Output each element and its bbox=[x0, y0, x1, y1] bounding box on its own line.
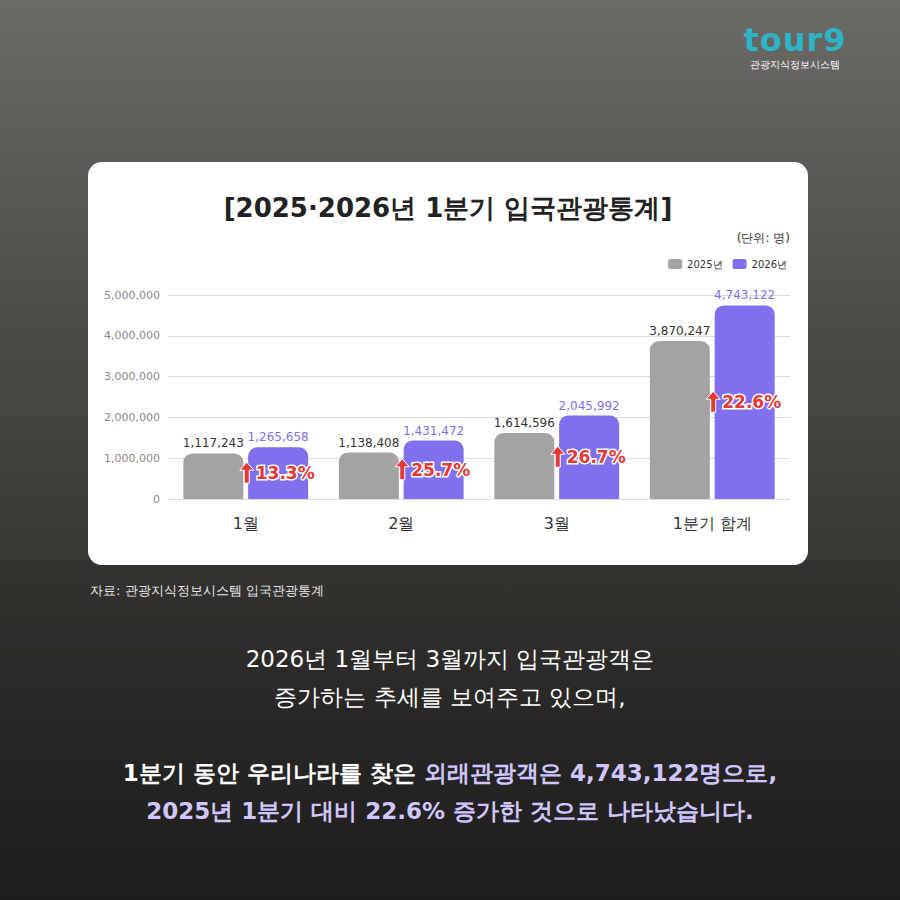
svg-text:2,000,000: 2,000,000 bbox=[104, 411, 160, 424]
svg-text:25.7%: 25.7% bbox=[411, 460, 470, 480]
html-text:자료: 관광지식정보시스템 입국관광통계: 자료: 관광지식정보시스템 입국관광통계 bbox=[90, 583, 324, 598]
svg-text:2,045,992: 2,045,992 bbox=[559, 399, 620, 413]
svg-text:1,265,658: 1,265,658 bbox=[248, 430, 309, 444]
svg-text:3,870,247: 3,870,247 bbox=[649, 324, 710, 338]
html-text:1분기 동안 우리나라를 찾은외래관광객은 4,743,12: 1분기 동안 우리나라를 찾은외래관광객은 4,743,122명으로, bbox=[122, 760, 778, 786]
svg-text:1월: 1월 bbox=[233, 514, 259, 533]
svg-text:26.7%: 26.7% bbox=[567, 447, 626, 467]
svg-text:(단위: 명): (단위: 명) bbox=[737, 231, 790, 245]
svg-text:4,743,122: 4,743,122 bbox=[714, 288, 775, 302]
svg-text:2026년: 2026년 bbox=[752, 259, 787, 270]
svg-text:13.3%: 13.3% bbox=[256, 463, 315, 483]
svg-text:3,000,000: 3,000,000 bbox=[104, 370, 160, 383]
svg-text:1,138,408: 1,138,408 bbox=[338, 436, 399, 450]
svg-text:22.6%: 22.6% bbox=[722, 392, 781, 412]
html-text:관광지식정보시스템: 관광지식정보시스템 bbox=[750, 59, 840, 70]
svg-text:5,000,000: 5,000,000 bbox=[104, 289, 160, 302]
svg-text:1,431,472: 1,431,472 bbox=[403, 424, 464, 438]
html-text:2025년 1분기 대비 22.6% 증가한 것으로 나타났: 2025년 1분기 대비 22.6% 증가한 것으로 나타났습니다. bbox=[146, 798, 754, 824]
svg-text:1분기 합계: 1분기 합계 bbox=[673, 514, 752, 533]
svg-text:3월: 3월 bbox=[544, 514, 570, 533]
html-text:2026년 1월부터 3월까지 입국관광객은: 2026년 1월부터 3월까지 입국관광객은 bbox=[245, 646, 655, 672]
svg-text:2월: 2월 bbox=[388, 514, 414, 533]
svg-text:0: 0 bbox=[153, 493, 160, 506]
svg-text:2025년: 2025년 bbox=[687, 259, 722, 270]
html-text:tour9: tour9 bbox=[743, 21, 847, 59]
html-text:증가하는 추세를 보여주고 있으며,: 증가하는 추세를 보여주고 있으며, bbox=[274, 684, 626, 710]
svg-text:1,000,000: 1,000,000 bbox=[104, 452, 160, 465]
svg-text:1,117,243: 1,117,243 bbox=[183, 436, 244, 450]
svg-text:4,000,000: 4,000,000 bbox=[104, 329, 160, 342]
svg-text:[2025·2026년 1분기 입국관광통계]: [2025·2026년 1분기 입국관광통계] bbox=[224, 193, 673, 223]
svg-text:1,614,596: 1,614,596 bbox=[494, 416, 555, 430]
